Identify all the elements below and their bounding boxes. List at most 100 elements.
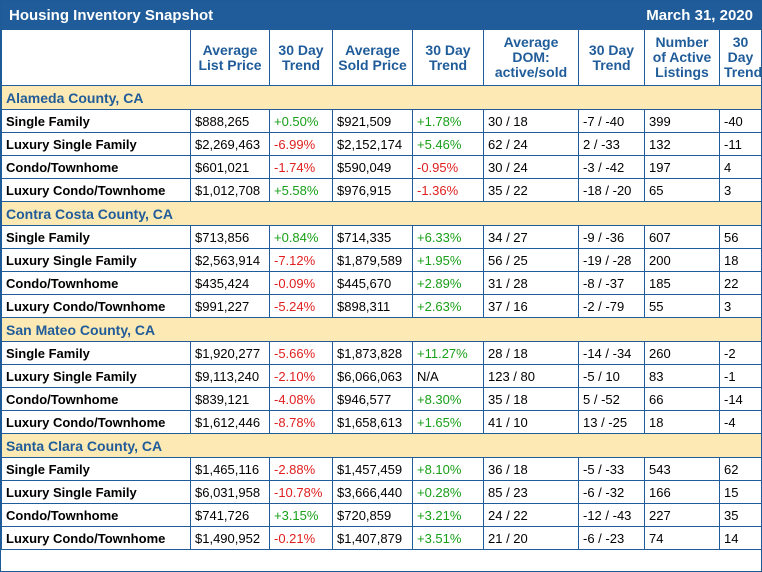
table-row: Condo/Townhome $601,021 -1.74% $590,049 -0.9…: [1, 155, 762, 179]
title-bar: Housing Inventory Snapshot March 31, 202…: [1, 1, 761, 29]
property-type: Condo/Townhome: [1, 387, 191, 411]
listings-trend-cell: 15: [719, 480, 762, 504]
listings-cell: 197: [644, 155, 720, 179]
sold-price-cell: $714,335: [332, 225, 413, 249]
property-type: Single Family: [1, 109, 191, 133]
snapshot-date: March 31, 2020: [646, 6, 753, 24]
dom-cell: 30 / 24: [483, 155, 579, 179]
sold-trend-cell: +2.89%: [412, 271, 484, 295]
listings-trend-cell: -11: [719, 132, 762, 156]
listings-cell: 66: [644, 387, 720, 411]
list-price-cell: $2,563,914: [190, 248, 270, 272]
county-name: San Mateo County, CA: [1, 317, 762, 342]
list-trend-cell: -8.78%: [269, 410, 333, 434]
list-price-cell: $1,612,446: [190, 410, 270, 434]
table-row: Single Family $1,465,116 -2.88% $1,457,459 +…: [1, 457, 762, 481]
list-trend-cell: -10.78%: [269, 480, 333, 504]
sold-price-cell: $2,152,174: [332, 132, 413, 156]
dom-trend-cell: -5 / -33: [578, 457, 645, 481]
dom-trend-cell: -18 / -20: [578, 178, 645, 202]
list-price-cell: $839,121: [190, 387, 270, 411]
table-row: Luxury Single Family $2,563,914 -7.12% $1,8…: [1, 248, 762, 272]
property-type: Luxury Single Family: [1, 132, 191, 156]
list-trend-cell: -1.74%: [269, 155, 333, 179]
dom-cell: 85 / 23: [483, 480, 579, 504]
property-type: Condo/Townhome: [1, 503, 191, 527]
county-header-row: San Mateo County, CA: [1, 317, 762, 342]
property-type: Condo/Townhome: [1, 271, 191, 295]
list-price-cell: $1,490,952: [190, 526, 270, 550]
sold-trend-cell: +11.27%: [412, 341, 484, 365]
listings-trend-cell: 22: [719, 271, 762, 295]
dom-cell: 28 / 18: [483, 341, 579, 365]
dom-trend-cell: -2 / -79: [578, 294, 645, 318]
list-price-cell: $435,424: [190, 271, 270, 295]
dom-cell: 24 / 22: [483, 503, 579, 527]
sold-trend-cell: N/A: [412, 364, 484, 388]
dom-cell: 35 / 22: [483, 178, 579, 202]
listings-cell: 399: [644, 109, 720, 133]
listings-trend-cell: -1: [719, 364, 762, 388]
dom-trend-cell: -19 / -28: [578, 248, 645, 272]
listings-trend-cell: -2: [719, 341, 762, 365]
sold-trend-cell: -1.36%: [412, 178, 484, 202]
property-type: Single Family: [1, 225, 191, 249]
dom-trend-cell: -7 / -40: [578, 109, 645, 133]
list-trend-cell: +5.58%: [269, 178, 333, 202]
listings-cell: 65: [644, 178, 720, 202]
table-body: Alameda County, CA Single Family $888,265 +…: [1, 85, 762, 550]
list-price-cell: $601,021: [190, 155, 270, 179]
list-price-cell: $9,113,240: [190, 364, 270, 388]
table-row: Luxury Single Family $6,031,958 -10.78% $3,…: [1, 480, 762, 504]
property-type: Luxury Condo/Townhome: [1, 410, 191, 434]
sold-trend-cell: +5.46%: [412, 132, 484, 156]
dom-trend-cell: -14 / -34: [578, 341, 645, 365]
sold-trend-cell: +6.33%: [412, 225, 484, 249]
listings-cell: 227: [644, 503, 720, 527]
listings-cell: 166: [644, 480, 720, 504]
sold-price-cell: $720,859: [332, 503, 413, 527]
dom-trend-cell: -6 / -23: [578, 526, 645, 550]
header-list-trend: 30 Day Trend: [269, 29, 333, 86]
sold-price-cell: $1,457,459: [332, 457, 413, 481]
sold-price-cell: $921,509: [332, 109, 413, 133]
dom-trend-cell: -9 / -36: [578, 225, 645, 249]
table-row: Luxury Condo/Townhome $991,227 -5.24% $898,…: [1, 294, 762, 318]
sold-price-cell: $1,873,828: [332, 341, 413, 365]
sold-price-cell: $445,670: [332, 271, 413, 295]
sold-trend-cell: +1.78%: [412, 109, 484, 133]
header-blank: [1, 29, 191, 86]
header-row: Average List Price 30 Day Trend Average …: [1, 29, 762, 86]
list-price-cell: $888,265: [190, 109, 270, 133]
list-trend-cell: -0.21%: [269, 526, 333, 550]
list-trend-cell: +3.15%: [269, 503, 333, 527]
dom-trend-cell: 2 / -33: [578, 132, 645, 156]
listings-cell: 200: [644, 248, 720, 272]
dom-cell: 41 / 10: [483, 410, 579, 434]
header-avg-sold-price: Average Sold Price: [332, 29, 413, 86]
header-listings-trend: 30 Day Trend: [719, 29, 762, 86]
listings-cell: 18: [644, 410, 720, 434]
dom-trend-cell: -3 / -42: [578, 155, 645, 179]
list-trend-cell: -6.99%: [269, 132, 333, 156]
listings-trend-cell: 3: [719, 294, 762, 318]
sold-price-cell: $946,577: [332, 387, 413, 411]
sold-price-cell: $1,407,879: [332, 526, 413, 550]
dom-trend-cell: -6 / -32: [578, 480, 645, 504]
list-price-cell: $991,227: [190, 294, 270, 318]
table-row: Condo/Townhome $741,726 +3.15% $720,859 +3.2…: [1, 503, 762, 527]
sold-price-cell: $976,915: [332, 178, 413, 202]
dom-trend-cell: 13 / -25: [578, 410, 645, 434]
property-type: Luxury Condo/Townhome: [1, 294, 191, 318]
page-title: Housing Inventory Snapshot: [9, 6, 214, 24]
property-type: Single Family: [1, 457, 191, 481]
property-type: Luxury Condo/Townhome: [1, 178, 191, 202]
list-trend-cell: -2.88%: [269, 457, 333, 481]
dom-trend-cell: -12 / -43: [578, 503, 645, 527]
county-name: Alameda County, CA: [1, 85, 762, 110]
table-row: Condo/Townhome $839,121 -4.08% $946,577 +8.3…: [1, 387, 762, 411]
list-trend-cell: +0.50%: [269, 109, 333, 133]
listings-trend-cell: 62: [719, 457, 762, 481]
list-trend-cell: -4.08%: [269, 387, 333, 411]
dom-cell: 37 / 16: [483, 294, 579, 318]
